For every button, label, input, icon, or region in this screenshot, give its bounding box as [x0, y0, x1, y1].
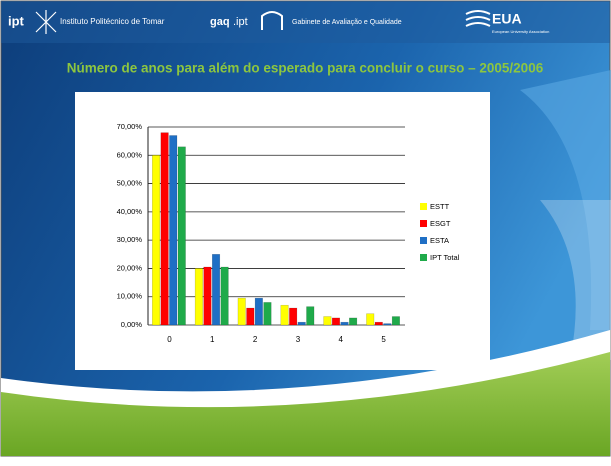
bar [255, 298, 263, 325]
page: ipt Instituto Politécnico de Tomar gaq .… [0, 0, 611, 466]
chart-title: Número de anos para além do esperado par… [67, 61, 544, 76]
y-tick-label: 70,00% [117, 122, 143, 131]
bar [264, 302, 272, 325]
y-tick-label: 30,00% [117, 235, 143, 244]
bar [341, 322, 349, 325]
bar [306, 307, 314, 325]
ipt-name: Instituto Politécnico de Tomar [60, 17, 165, 26]
y-tick-label: 50,00% [117, 179, 143, 188]
y-tick-label: 20,00% [117, 263, 143, 272]
x-tick-label: 4 [339, 335, 344, 344]
gaq-name: Gabinete de Avaliação e Qualidade [292, 19, 402, 26]
bar [169, 135, 177, 325]
legend-swatch [420, 237, 427, 244]
bar [366, 314, 374, 325]
bar [238, 298, 246, 325]
bar [324, 317, 332, 325]
x-tick-label: 1 [210, 335, 215, 344]
gaq-logo-bold: gaq [210, 16, 230, 28]
y-tick-label: 40,00% [117, 207, 143, 216]
y-tick-label: 10,00% [117, 292, 143, 301]
y-tick-label: 0,00% [121, 320, 143, 329]
legend-swatch [420, 254, 427, 261]
bar [281, 305, 289, 325]
x-tick-label: 2 [253, 335, 258, 344]
y-tick-label: 60,00% [117, 150, 143, 159]
bar [289, 308, 297, 325]
bar [152, 155, 160, 325]
bar [204, 267, 212, 325]
legend-label: ESGT [430, 219, 451, 228]
gaq-logo-rest: .ipt [233, 16, 248, 28]
bar [178, 147, 186, 325]
bar [332, 318, 340, 325]
legend-label: IPT Total [430, 253, 460, 262]
bar [298, 322, 306, 325]
legend-swatch [420, 203, 427, 210]
x-tick-label: 5 [381, 335, 386, 344]
bar [375, 322, 383, 325]
legend-label: ESTA [430, 236, 449, 245]
x-tick-label: 0 [167, 335, 172, 344]
eua-logo: EUA [492, 11, 522, 27]
legend-swatch [420, 220, 427, 227]
bar [161, 133, 169, 325]
bar [349, 318, 357, 325]
bar [384, 324, 392, 325]
bar [221, 267, 229, 325]
bar [247, 308, 255, 325]
bar [195, 268, 203, 325]
eua-name: European University Association [492, 29, 549, 34]
legend-label: ESTT [430, 202, 450, 211]
x-tick-label: 3 [296, 335, 301, 344]
bar [212, 254, 220, 325]
slide: ipt Instituto Politécnico de Tomar gaq .… [0, 0, 611, 461]
ipt-logo: ipt [8, 13, 25, 28]
bar [392, 317, 400, 325]
